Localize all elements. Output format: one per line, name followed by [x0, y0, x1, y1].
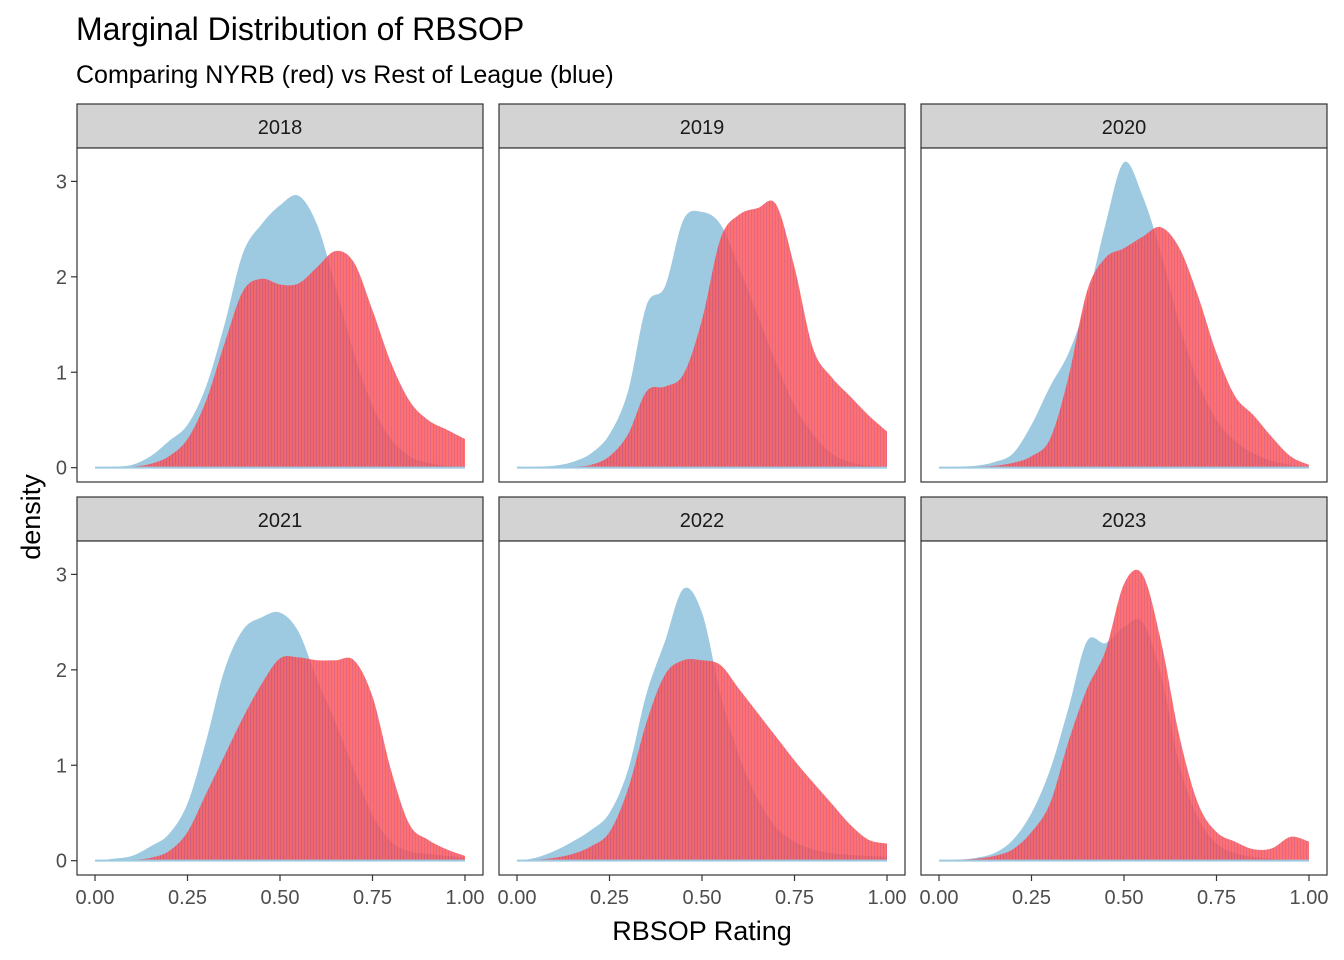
- strip-label: 2019: [680, 117, 725, 139]
- chart-subtitle: Comparing NYRB (red) vs Rest of League (…: [76, 61, 614, 89]
- y-tick-label: 1: [56, 755, 67, 777]
- density-area-nyrb: [95, 656, 465, 861]
- strip-label: 2020: [1102, 117, 1147, 139]
- strip-background: [920, 103, 1328, 149]
- strip-background: [76, 496, 484, 542]
- facet-panel-2019: 2019: [498, 103, 906, 483]
- x-tick-label: 0.25: [590, 887, 629, 909]
- chart-title: Marginal Distribution of RBSOP: [76, 11, 524, 47]
- x-tick-label: 0.00: [498, 887, 537, 909]
- y-axis-title: density: [16, 474, 46, 560]
- facet-panel-2022: 2022 0.00 0.25 0.50 0.75 1.00: [498, 496, 907, 909]
- x-axis-title: RBSOP Rating: [612, 916, 792, 946]
- density-area-nyrb: [939, 226, 1309, 468]
- density-area-nyrb: [95, 250, 465, 468]
- y-tick-label: 1: [56, 362, 67, 384]
- strip-label: 2023: [1102, 510, 1147, 532]
- strip-background: [76, 103, 484, 149]
- facet-panel-2020: 2020: [920, 103, 1328, 483]
- strip-label: 2021: [258, 510, 303, 532]
- strip-background: [920, 496, 1328, 542]
- x-tick-label: 0.25: [168, 887, 207, 909]
- x-tick-label: 0.25: [1012, 887, 1051, 909]
- x-tick-label: 0.75: [1197, 887, 1236, 909]
- y-tick-label: 2: [56, 660, 67, 682]
- density-area-nyrb: [939, 569, 1309, 861]
- y-tick-label: 0: [56, 458, 67, 480]
- x-tick-label: 0.75: [353, 887, 392, 909]
- facet-panel-2018: 2018 0 1 2 3: [56, 103, 484, 483]
- x-tick-label: 0.50: [261, 887, 300, 909]
- strip-label: 2018: [258, 117, 303, 139]
- density-area-nyrb: [517, 200, 887, 468]
- facet-panel-2021: 2021 0 1 2 3 0.00 0.25 0.50 0.75 1.00: [56, 496, 485, 909]
- x-tick-label: 1.00: [1290, 887, 1329, 909]
- x-tick-label: 0.00: [76, 887, 115, 909]
- x-tick-label: 0.50: [1105, 887, 1144, 909]
- y-tick-label: 3: [56, 171, 67, 193]
- panel-border: [76, 147, 484, 483]
- x-tick-label: 0.50: [683, 887, 722, 909]
- x-tick-label: 0.00: [920, 887, 959, 909]
- facet-panels: 2018 0 1 2 3 2019 2020 2021 0 1 2 3 0.00 0.25 0.50 0.75…: [56, 103, 1329, 909]
- x-tick-label: 0.75: [775, 887, 814, 909]
- y-tick-label: 3: [56, 564, 67, 586]
- strip-background: [498, 103, 906, 149]
- y-tick-label: 0: [56, 851, 67, 873]
- facet-panel-2023: 2023 0.00 0.25 0.50 0.75 1.00: [920, 496, 1329, 909]
- x-tick-label: 1.00: [868, 887, 907, 909]
- panel-border: [498, 147, 906, 483]
- density-area-nyrb: [517, 659, 887, 861]
- strip-label: 2022: [680, 510, 725, 532]
- y-tick-label: 2: [56, 267, 67, 289]
- x-tick-label: 1.00: [446, 887, 485, 909]
- panel-border: [920, 147, 1328, 483]
